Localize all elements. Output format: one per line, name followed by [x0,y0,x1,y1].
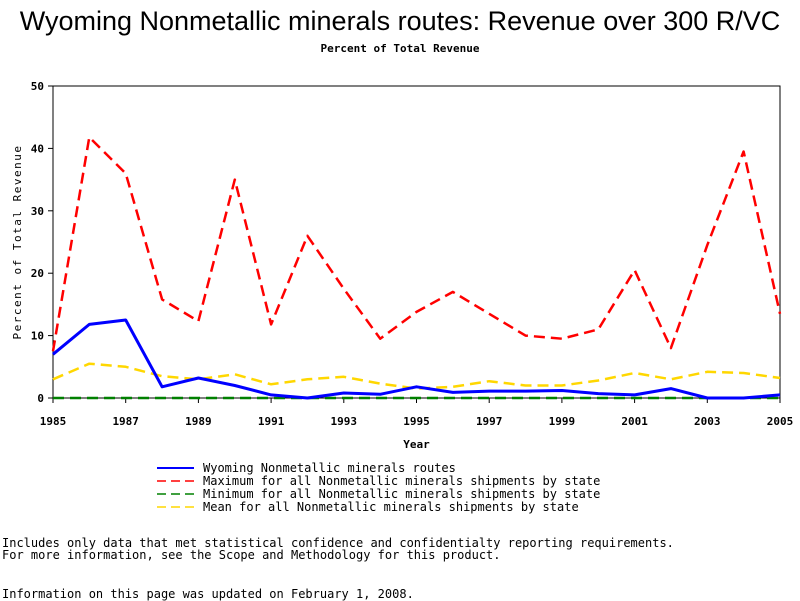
x-tick-label: 2005 [767,415,794,428]
y-tick-label: 50 [31,80,44,93]
legend: Wyoming Nonmetallic minerals routesMaxim… [157,461,600,514]
x-tick-label: 2001 [621,415,648,428]
update-note: Information on this page was updated on … [2,587,414,601]
x-tick-label: 1991 [258,415,285,428]
y-tick-label: 10 [31,330,44,343]
y-axis-label: Percent of Total Revenue [11,145,24,340]
x-tick-label: 1999 [549,415,576,428]
x-tick-label: 1997 [476,415,503,428]
chart-title: Wyoming Nonmetallic minerals routes: Rev… [19,6,781,36]
y-tick-label: 20 [31,267,44,280]
legend-label: Wyoming Nonmetallic minerals routes [203,461,456,475]
y-tick-label: 0 [37,392,44,405]
y-tick-label: 40 [31,142,44,155]
series-line [51,135,782,352]
series-line [52,318,781,400]
legend-label: Minimum for all Nonmetallic minerals shi… [203,487,600,501]
plot-frame [52,85,781,399]
series-group [51,135,782,400]
x-tick-label: 1995 [403,415,430,428]
x-tick-label: 2003 [694,415,721,428]
y-tick-label: 30 [31,205,44,218]
x-tick-label: 1987 [112,415,139,428]
chart-subtitle: Percent of Total Revenue [320,42,480,55]
series-line [52,362,781,390]
x-tick-label: 1989 [185,415,212,428]
x-axis-label: Year [403,438,430,451]
x-tick-label: 1993 [331,415,358,428]
axes: 1985 1987 1989 1991 1993 1995 1997 1999 2001 2003… [11,80,793,451]
methodology-note: For more information, see the Scope and … [2,548,501,562]
confidentiality-note: Includes only data that met statistical … [2,536,674,550]
legend-label: Maximum for all Nonmetallic minerals shi… [203,474,600,488]
legend-label: Mean for all Nonmetallic minerals shipme… [203,500,579,514]
x-tick-label: 1985 [40,415,67,428]
